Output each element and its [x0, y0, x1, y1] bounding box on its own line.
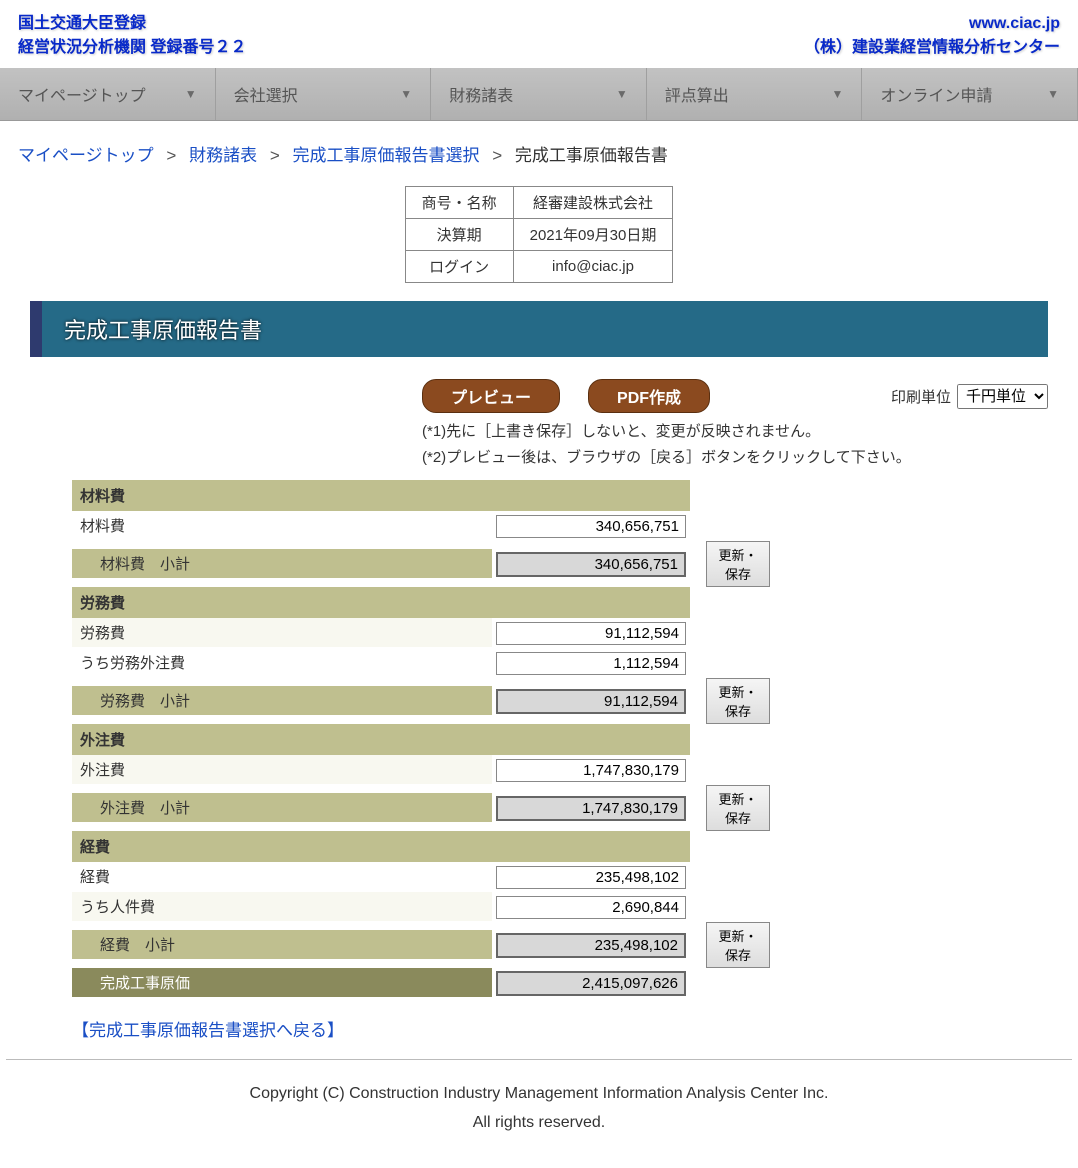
total-value [496, 971, 686, 996]
row-label: うち労務外注費 [72, 648, 492, 678]
section-header: 外注費 [72, 724, 690, 755]
save-button[interactable]: 更新・保存 [706, 541, 770, 587]
print-unit-select[interactable]: 千円単位 [957, 384, 1048, 409]
row-value-cell [492, 894, 690, 921]
breadcrumb-sep: > [270, 146, 280, 165]
row-value-cell [492, 757, 690, 784]
footer: Copyright (C) Construction Industry Mana… [0, 1074, 1078, 1168]
header-left-line2: 経営状況分析機関 登録番号２２ [18, 36, 246, 60]
info-value: info@ciac.jp [513, 251, 673, 283]
save-button[interactable]: 更新・保存 [706, 785, 770, 831]
header-left-line1: 国土交通大臣登録 [18, 12, 246, 36]
save-button[interactable]: 更新・保存 [706, 678, 770, 724]
nav-label: 評点算出 [665, 82, 729, 106]
subtotal-label: 外注費 小計 [72, 793, 492, 823]
chevron-down-icon: ▼ [185, 87, 197, 101]
nav-label: マイページトップ [18, 82, 146, 106]
subtotal-value-cell [492, 931, 690, 960]
breadcrumb-current: 完成工事原価報告書 [515, 146, 668, 165]
subtotal-label: 材料費 小計 [72, 549, 492, 579]
footer-line1: Copyright (C) Construction Industry Mana… [0, 1080, 1078, 1109]
breadcrumb-link[interactable]: 完成工事原価報告書選択 [292, 146, 479, 165]
nav-item-mypage[interactable]: マイページトップ ▼ [0, 68, 216, 120]
row-value-cell [492, 513, 690, 540]
total-label: 完成工事原価 [72, 968, 492, 998]
value-input[interactable] [496, 896, 686, 919]
value-input[interactable] [496, 652, 686, 675]
print-unit-group: 印刷単位 千円単位 [891, 384, 1048, 409]
page-title: 完成工事原価報告書 [30, 301, 1048, 357]
row-label: 労務費 [72, 618, 492, 648]
subtotal-label: 経費 小計 [72, 930, 492, 960]
subtotal-value-cell [492, 794, 690, 823]
footer-divider [6, 1059, 1072, 1060]
save-button[interactable]: 更新・保存 [706, 922, 770, 968]
row-label: うち人件費 [72, 892, 492, 922]
value-input[interactable] [496, 759, 686, 782]
header-right-line1: www.ciac.jp [804, 12, 1060, 36]
row-label: 材料費 [72, 511, 492, 541]
nav-label: 財務諸表 [449, 82, 513, 106]
chevron-down-icon: ▼ [400, 87, 412, 101]
info-label: 商号・名称 [405, 187, 513, 219]
value-input[interactable] [496, 622, 686, 645]
subtotal-label: 労務費 小計 [72, 686, 492, 716]
nav-label: オンライン申請 [880, 82, 992, 106]
page-header: 国土交通大臣登録 経営状況分析機関 登録番号２２ www.ciac.jp （株）… [0, 0, 1078, 68]
subtotal-value [496, 796, 686, 821]
footer-line2: All rights reserved. [0, 1109, 1078, 1138]
back-link[interactable]: 【完成工事原価報告書選択へ戻る】 [72, 1021, 344, 1040]
chevron-down-icon: ▼ [831, 87, 843, 101]
note-2: (*2)プレビュー後は、ブラウザの［戻る］ボタンをクリックして下さい。 [422, 445, 1048, 471]
total-value-cell [492, 969, 690, 998]
row-value-cell [492, 650, 690, 677]
section-header: 労務費 [72, 587, 690, 618]
main-nav: マイページトップ ▼ 会社選択 ▼ 財務諸表 ▼ 評点算出 ▼ オンライン申請 ▼ [0, 68, 1078, 121]
pdf-button[interactable]: PDF作成 [588, 379, 710, 413]
breadcrumb: マイページトップ > 財務諸表 > 完成工事原価報告書選択 > 完成工事原価報告… [0, 121, 1078, 176]
header-right: www.ciac.jp （株）建設業経営情報分析センター [804, 12, 1060, 60]
info-label: 決算期 [405, 219, 513, 251]
subtotal-value [496, 933, 686, 958]
breadcrumb-sep: > [166, 146, 176, 165]
info-value: 経審建設株式会社 [513, 187, 673, 219]
breadcrumb-sep: > [492, 146, 502, 165]
value-input[interactable] [496, 866, 686, 889]
row-label: 経費 [72, 862, 492, 892]
section-header: 経費 [72, 831, 690, 862]
actions-bar: プレビュー PDF作成 印刷単位 千円単位 [30, 379, 1048, 413]
chevron-down-icon: ▼ [1047, 87, 1059, 101]
breadcrumb-link[interactable]: 財務諸表 [189, 146, 257, 165]
info-label: ログイン [405, 251, 513, 283]
subtotal-value-cell [492, 550, 690, 579]
header-left: 国土交通大臣登録 経営状況分析機関 登録番号２２ [18, 12, 246, 60]
info-value: 2021年09月30日期 [513, 219, 673, 251]
section-header: 材料費 [72, 480, 690, 511]
data-table: 材料費材料費材料費 小計更新・保存労務費労務費うち労務外注費労務費 小計更新・保… [30, 480, 1048, 998]
nav-label: 会社選択 [234, 82, 298, 106]
nav-item-online[interactable]: オンライン申請 ▼ [862, 68, 1078, 120]
company-info-table: 商号・名称経審建設株式会社 決算期2021年09月30日期 ログインinfo@c… [405, 186, 674, 283]
back-link-row: 【完成工事原価報告書選択へ戻る】 [72, 1016, 1048, 1041]
header-right-line2: （株）建設業経営情報分析センター [804, 36, 1060, 60]
preview-button[interactable]: プレビュー [422, 379, 560, 413]
nav-item-financial[interactable]: 財務諸表 ▼ [431, 68, 647, 120]
value-input[interactable] [496, 515, 686, 538]
nav-item-company[interactable]: 会社選択 ▼ [216, 68, 432, 120]
row-value-cell [492, 620, 690, 647]
breadcrumb-link[interactable]: マイページトップ [18, 146, 154, 165]
subtotal-value [496, 689, 686, 714]
notes: (*1)先に［上書き保存］しないと、変更が反映されません。 (*2)プレビュー後… [30, 419, 1048, 470]
row-label: 外注費 [72, 755, 492, 785]
nav-item-score[interactable]: 評点算出 ▼ [647, 68, 863, 120]
subtotal-value-cell [492, 687, 690, 716]
note-1: (*1)先に［上書き保存］しないと、変更が反映されません。 [422, 419, 1048, 445]
subtotal-value [496, 552, 686, 577]
chevron-down-icon: ▼ [616, 87, 628, 101]
row-value-cell [492, 864, 690, 891]
print-unit-label: 印刷単位 [891, 386, 951, 407]
